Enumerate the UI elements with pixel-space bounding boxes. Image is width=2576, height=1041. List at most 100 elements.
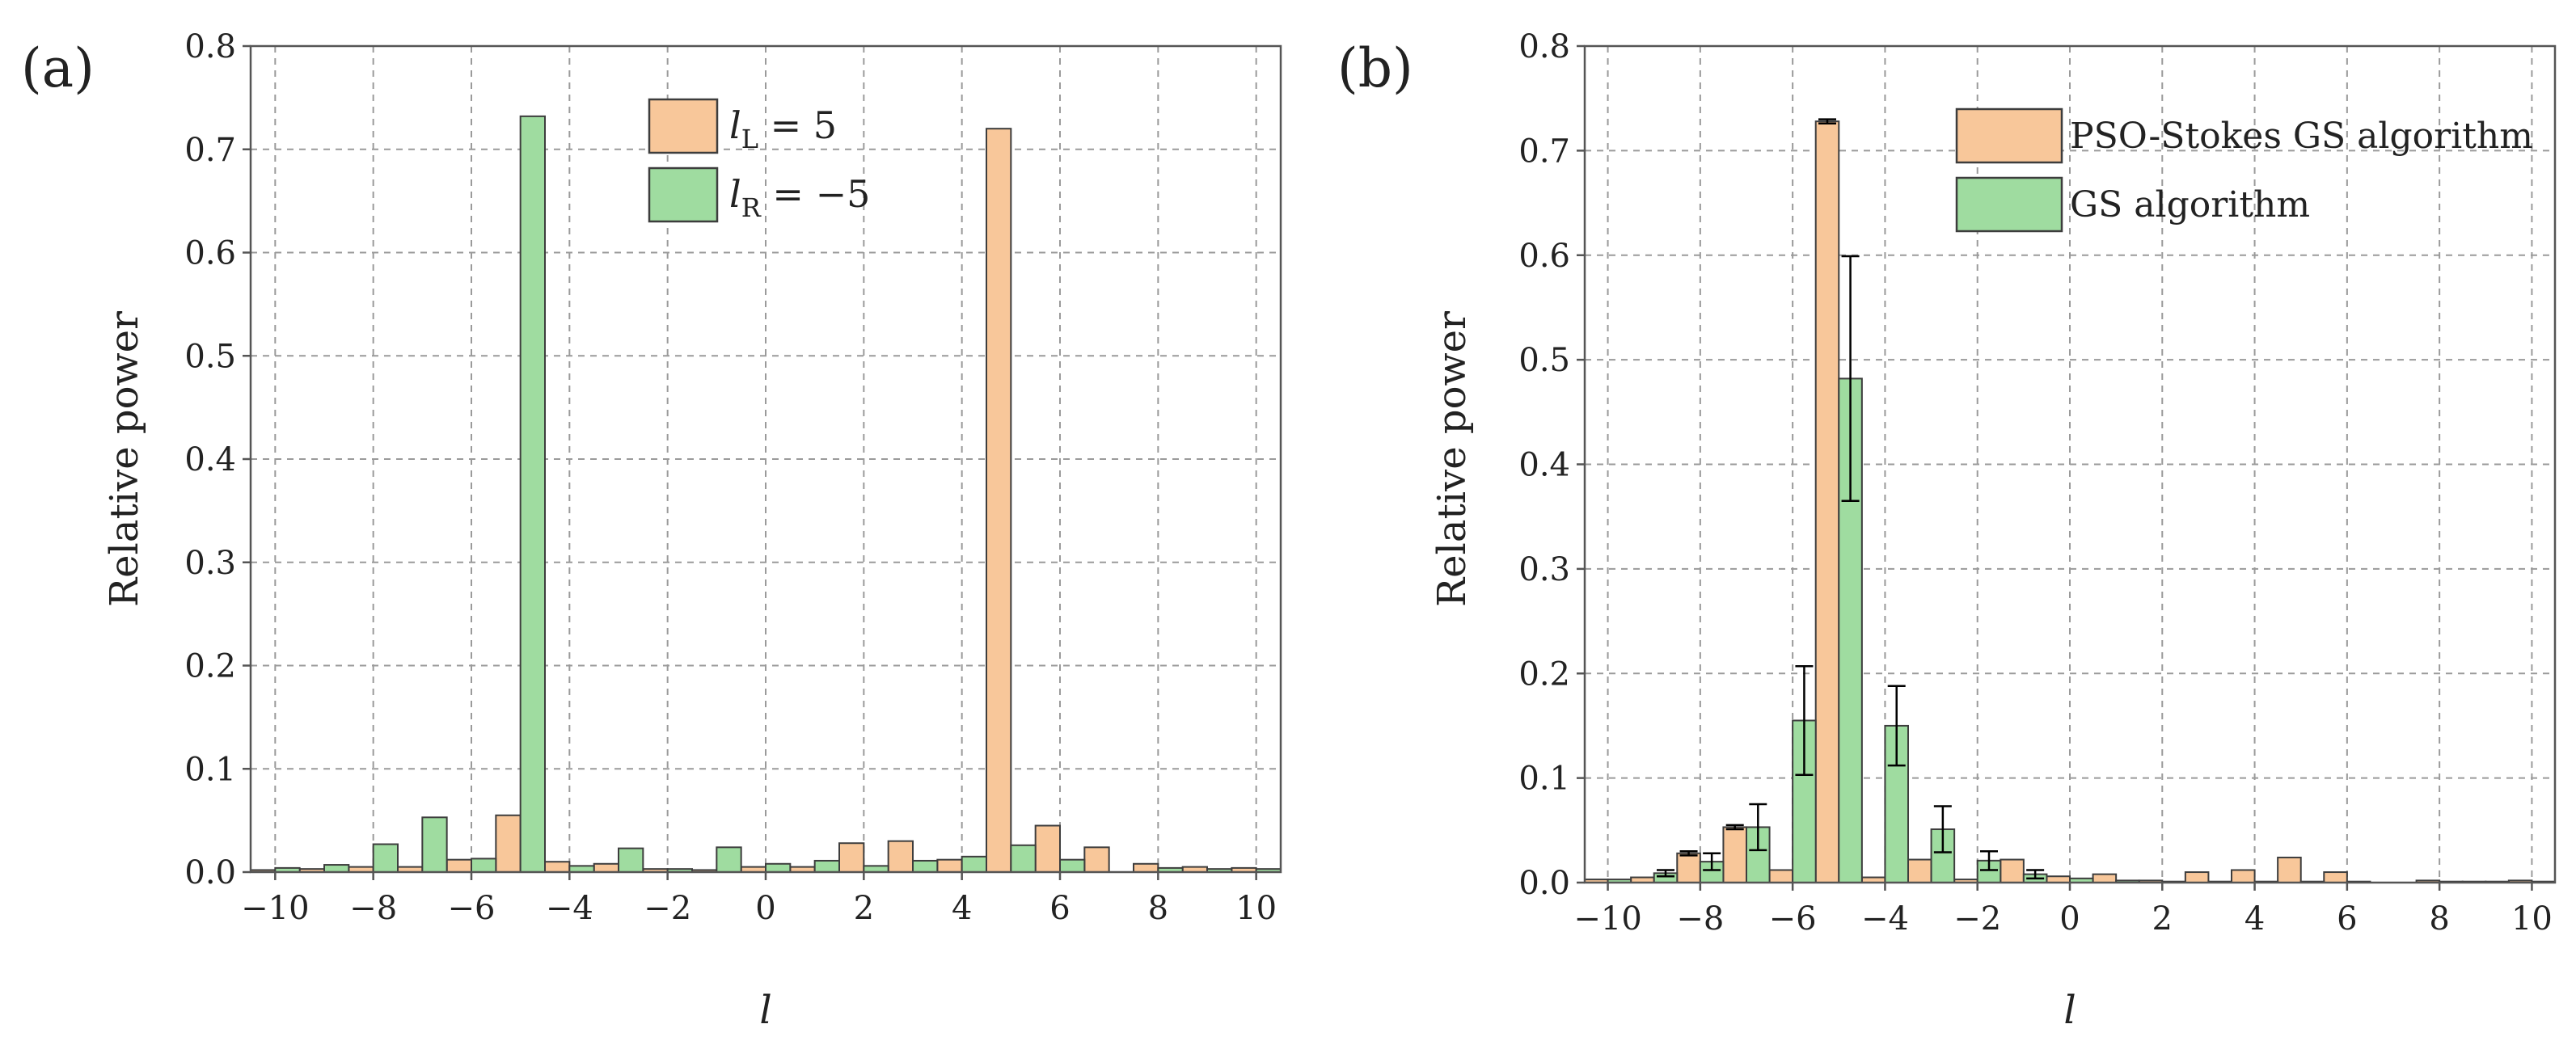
x-tick-label: −6 xyxy=(448,890,496,927)
bar-b-s0-l1 xyxy=(2092,873,2118,884)
legend-entry-label: lR = −5 xyxy=(729,172,870,223)
bar-a-s0-l-4 xyxy=(544,861,571,873)
legend-symbol: l xyxy=(729,172,741,216)
bar-b-s0-l-6 xyxy=(1768,869,1794,883)
x-tick-label: 8 xyxy=(2429,900,2449,938)
bar-a-s1-l0 xyxy=(765,862,792,874)
error-bar-b-s1-l-9 xyxy=(1657,869,1674,878)
bar-a-s1-l-9 xyxy=(323,864,350,873)
y-tick-label: 0.4 xyxy=(184,441,236,478)
legend-swatch xyxy=(1955,176,2063,233)
x-tick-label: 6 xyxy=(1049,890,1070,927)
y-tick-label: 0.7 xyxy=(184,132,236,169)
bar-b-s0-l3 xyxy=(2184,871,2210,883)
legend-subscript: R xyxy=(741,192,762,223)
x-tick-label: 6 xyxy=(2337,900,2357,938)
error-bar-b-s1-l-7 xyxy=(1749,803,1767,852)
bar-a-s1-l-3 xyxy=(618,847,644,874)
x-tick-label: 8 xyxy=(1148,890,1168,927)
legend-value: = −5 xyxy=(761,172,871,216)
legend-entry-label: lL = 5 xyxy=(729,103,837,154)
x-tick-label: 4 xyxy=(2244,900,2265,938)
y-tick-label: 0.8 xyxy=(184,28,236,65)
error-bar-b-s1-l-4 xyxy=(1887,685,1906,767)
panel-label: (a) xyxy=(21,37,95,99)
x-tick-label: −2 xyxy=(644,890,691,927)
bar-a-s0-l6 xyxy=(1034,824,1061,874)
bar-a-s1-l-7 xyxy=(421,816,448,873)
y-tick-label: 0.0 xyxy=(184,854,236,891)
bar-a-s1-l4 xyxy=(961,855,987,874)
legend: PSO-Stokes GS algorithm GS algorithm xyxy=(1955,107,2533,233)
x-tick-label: −2 xyxy=(1953,900,2001,938)
error-bar-b-s0-l-5 xyxy=(1818,118,1836,124)
y-tick-label: 0.4 xyxy=(1518,447,1570,484)
bar-a-s1-l-6 xyxy=(471,858,497,873)
legend-swatch xyxy=(1955,107,2063,164)
y-tick-label: 0.2 xyxy=(184,648,236,685)
y-tick-label: 0.1 xyxy=(184,751,236,788)
legend-subscript: L xyxy=(741,124,758,154)
bar-b-s0-l-1 xyxy=(2000,858,2025,883)
x-tick-label: −6 xyxy=(1769,900,1817,938)
bar-a-s0-l-3 xyxy=(593,862,620,874)
x-tick-label: 0 xyxy=(755,890,775,927)
y-tick-label: 0.7 xyxy=(1518,133,1570,170)
bar-a-s1-l5 xyxy=(1010,844,1037,874)
error-bar-b-s1-l-2 xyxy=(1980,849,1998,871)
bar-a-s0-l2 xyxy=(838,842,865,873)
bar-a-s1-l3 xyxy=(912,859,939,874)
bar-b-s0-l-7 xyxy=(1722,826,1747,884)
legend-swatch xyxy=(648,98,719,154)
error-bar-b-s1-l-8 xyxy=(1703,852,1721,871)
y-tick-label: 0.5 xyxy=(184,338,236,375)
y-axis-label: Relative power xyxy=(1429,311,1475,607)
error-bar-b-s0-l-8 xyxy=(1679,849,1698,857)
error-bar-b-s1-l-6 xyxy=(1795,664,1814,776)
y-tick-label: 0.3 xyxy=(184,545,236,582)
chart-panel-b: 0.0 0.1 0.2 0.3 0.4 0.5 0.6 0.7 0.8 −10 −8 −6 −4 −2 0 2… xyxy=(1337,28,2557,1033)
legend-swatch xyxy=(648,166,719,223)
bar-a-s1-l6 xyxy=(1059,858,1086,874)
x-tick-label: 2 xyxy=(854,890,874,927)
error-bar-b-s1-l-3 xyxy=(1933,805,1952,853)
bar-a-s1-l-5 xyxy=(519,115,547,873)
y-tick-label: 0.2 xyxy=(1518,655,1570,693)
legend: lL = 5 lR = −5 xyxy=(648,98,870,223)
x-axis-label: l xyxy=(759,988,771,1033)
bar-b-s1-l-4 xyxy=(1884,724,1909,883)
x-tick-label: 10 xyxy=(1235,890,1277,927)
x-tick-label: −4 xyxy=(546,890,593,927)
chart-panel-a: 0.0 0.1 0.2 0.3 0.4 0.5 0.6 0.7 0.8 −10 −8 −6 −4 −2 0 2… xyxy=(21,28,1282,1033)
legend-value: = 5 xyxy=(758,103,837,147)
x-tick-label: 10 xyxy=(2511,900,2553,938)
y-tick-label: 0.6 xyxy=(184,235,236,272)
x-tick-label: 4 xyxy=(952,890,972,927)
x-tick-label: −4 xyxy=(1861,900,1909,938)
x-tick-label: 2 xyxy=(2152,900,2173,938)
bar-a-s0-l5 xyxy=(986,128,1012,873)
bar-b-s0-l5 xyxy=(2277,856,2302,883)
bar-b-s0-l-3 xyxy=(1907,858,1932,883)
bar-a-s1-l-1 xyxy=(716,846,742,873)
bar-b-s0-l4 xyxy=(2231,869,2256,883)
bar-a-s0-l7 xyxy=(1083,846,1110,873)
bar-b-s0-l6 xyxy=(2323,871,2348,883)
x-tick-label: −8 xyxy=(349,890,397,927)
error-bar-b-s0-l-7 xyxy=(1725,824,1744,831)
x-tick-label: −10 xyxy=(1573,900,1641,938)
bar-a-s1-l1 xyxy=(813,859,841,874)
y-tick-label: 0.6 xyxy=(1518,238,1570,275)
x-tick-label: −8 xyxy=(1676,900,1724,938)
panel-label: (b) xyxy=(1337,37,1413,99)
x-axis-label: l xyxy=(2063,988,2076,1033)
error-bar-b-s1-l-1 xyxy=(2026,869,2045,880)
error-bar-b-s1-l-5 xyxy=(1841,255,1860,503)
bar-b-s0-l-5 xyxy=(1814,120,1840,883)
y-tick-label: 0.5 xyxy=(1518,342,1570,379)
x-tick-label: −10 xyxy=(241,890,309,927)
y-axis-label: Relative power xyxy=(102,311,147,607)
bar-a-s0-l3 xyxy=(887,840,914,874)
bar-a-s1-l-8 xyxy=(372,843,399,873)
